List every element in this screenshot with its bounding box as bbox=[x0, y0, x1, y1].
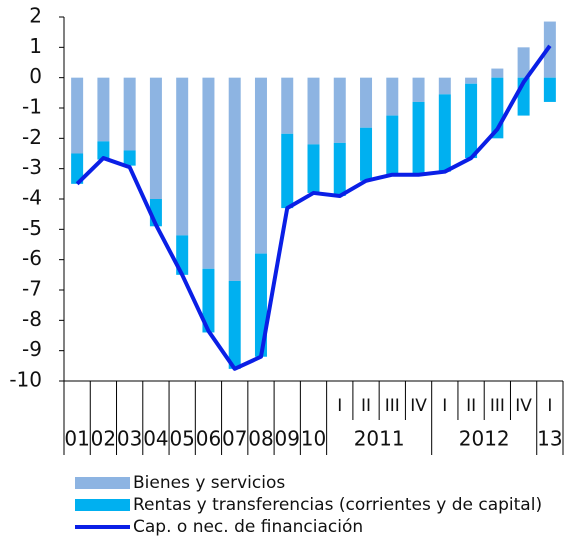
y-tick-label: -4 bbox=[22, 186, 42, 210]
bar bbox=[123, 77, 136, 151]
bar bbox=[386, 115, 399, 175]
x-tick-label: II bbox=[361, 396, 371, 416]
legend-label: Cap. o nec. de financiación bbox=[133, 517, 363, 537]
x-tick-label: III bbox=[385, 396, 400, 416]
bar bbox=[307, 144, 320, 193]
bar bbox=[202, 77, 215, 269]
x-tick-label: 07 bbox=[222, 427, 247, 451]
bar bbox=[333, 77, 346, 143]
x-tick-label: IV bbox=[410, 396, 427, 416]
bar bbox=[438, 77, 451, 95]
bar bbox=[543, 77, 556, 102]
bar bbox=[465, 77, 478, 84]
legend-label: Rentas y transferencias (corrientes y de… bbox=[133, 495, 542, 515]
bar bbox=[543, 21, 556, 78]
bar bbox=[254, 77, 267, 254]
bar bbox=[465, 83, 478, 159]
bar bbox=[491, 68, 504, 78]
bar bbox=[176, 77, 189, 236]
bar bbox=[97, 141, 110, 160]
x-tick-label: 01 bbox=[64, 427, 89, 451]
x-tick-label: II bbox=[466, 396, 476, 416]
x-tick-label: I bbox=[442, 396, 447, 416]
x-tick-label: 10 bbox=[301, 427, 326, 451]
x-tick-label: 08 bbox=[248, 427, 273, 451]
x-tick-label: 03 bbox=[117, 427, 142, 451]
bar bbox=[228, 280, 241, 369]
bar bbox=[281, 133, 294, 209]
y-tick-label: -8 bbox=[22, 307, 42, 331]
y-tick-label: 1 bbox=[29, 34, 42, 58]
bar bbox=[386, 77, 399, 116]
bar bbox=[517, 47, 530, 78]
bar bbox=[281, 77, 294, 134]
y-tick-label: -1 bbox=[22, 95, 42, 119]
x-tick-label: 06 bbox=[196, 427, 221, 451]
bar bbox=[71, 77, 84, 154]
bar bbox=[360, 127, 373, 181]
x-tick-label: 04 bbox=[143, 427, 168, 451]
x-tick-label: I bbox=[547, 396, 552, 416]
bar bbox=[202, 268, 215, 333]
bar bbox=[149, 77, 162, 199]
y-tick-label: -7 bbox=[22, 277, 42, 301]
y-tick-label: -3 bbox=[22, 155, 42, 179]
y-tick-label: -10 bbox=[9, 368, 42, 392]
bar bbox=[412, 77, 425, 102]
y-tick-label: -5 bbox=[22, 216, 42, 240]
legend-swatch bbox=[75, 477, 130, 489]
y-tick-label: -6 bbox=[22, 246, 42, 270]
y-tick-label: -2 bbox=[22, 125, 42, 149]
legend-swatch bbox=[75, 499, 130, 511]
x-tick-label: I bbox=[337, 396, 342, 416]
x-tick-label: III bbox=[490, 396, 505, 416]
group-label: 13 bbox=[537, 427, 562, 451]
bar bbox=[360, 77, 373, 128]
bar bbox=[307, 77, 320, 145]
bar bbox=[333, 142, 346, 196]
x-tick-label: 02 bbox=[91, 427, 116, 451]
legend-label: Bienes y servicios bbox=[133, 473, 285, 493]
y-tick-label: 2 bbox=[29, 4, 42, 28]
line bbox=[75, 44, 552, 371]
y-tick-label: -9 bbox=[22, 337, 42, 361]
bar bbox=[438, 94, 451, 172]
group-label: 2012 bbox=[459, 427, 510, 451]
x-tick-label: 09 bbox=[275, 427, 300, 451]
bar bbox=[71, 153, 84, 184]
bar bbox=[412, 101, 425, 175]
y-tick-label: 0 bbox=[29, 64, 42, 88]
x-tick-label: IV bbox=[515, 396, 532, 416]
bar bbox=[123, 150, 136, 166]
bar bbox=[228, 77, 241, 281]
bar bbox=[97, 77, 110, 142]
x-tick-label: 05 bbox=[169, 427, 194, 451]
group-label: 2011 bbox=[354, 427, 405, 451]
